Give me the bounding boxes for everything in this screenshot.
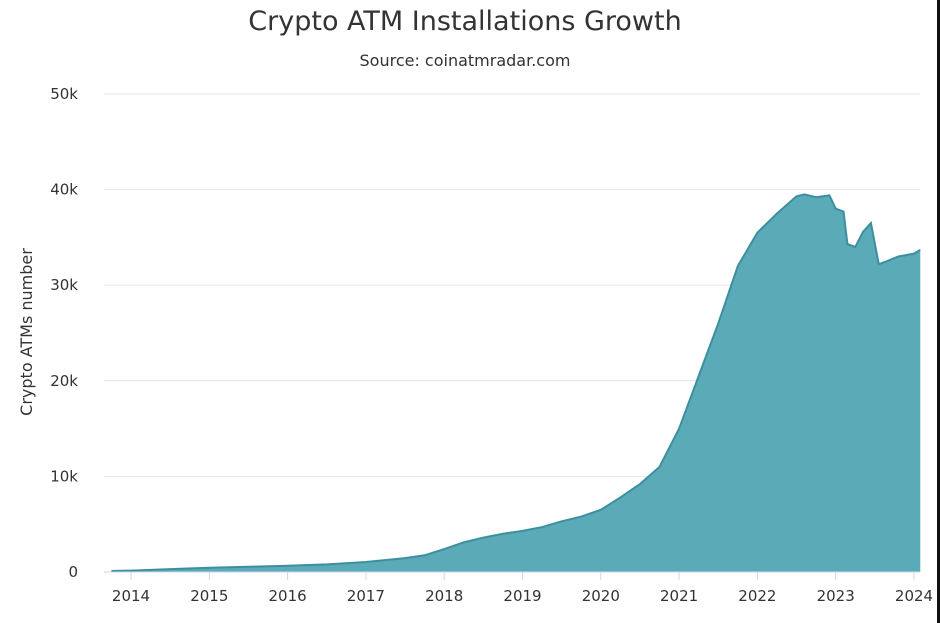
chart-title: Crypto ATM Installations Growth [248, 6, 682, 37]
x-tick-label: 2022 [738, 587, 776, 605]
x-tick-label: 2023 [817, 587, 855, 605]
x-axis-labels: 2014 2015 2016 2017 2018 2019 2020 2021 2022 2023… [112, 587, 933, 605]
y-axis-title: Crypto ATMs number [17, 248, 36, 416]
x-tick-label: 2017 [347, 587, 385, 605]
chart-subtitle: Source: coinatmradar.com [359, 51, 571, 70]
x-tick-label: 2016 [269, 587, 307, 605]
y-axis-labels: 0 10k 20k 30k 40k 50k [50, 85, 78, 581]
frame-edge [937, 0, 940, 623]
x-tick-label: 2015 [190, 587, 228, 605]
x-tick-label: 2018 [425, 587, 463, 605]
y-tick-label: 10k [50, 467, 78, 485]
y-tick-label: 0 [68, 563, 78, 581]
y-tick-label: 20k [50, 372, 78, 390]
x-tick-label: 2021 [660, 587, 698, 605]
y-tick-label: 50k [50, 85, 78, 103]
area-series [111, 193, 921, 573]
x-tick-label: 2020 [582, 587, 620, 605]
area-fill [111, 194, 921, 572]
y-tick-label: 30k [50, 276, 78, 294]
y-tick-label: 40k [50, 181, 78, 199]
x-tick-label: 2024 [895, 587, 933, 605]
axes [104, 571, 920, 580]
x-tick-label: 2014 [112, 587, 150, 605]
area-line [111, 193, 921, 573]
x-tick-label: 2019 [503, 587, 541, 605]
